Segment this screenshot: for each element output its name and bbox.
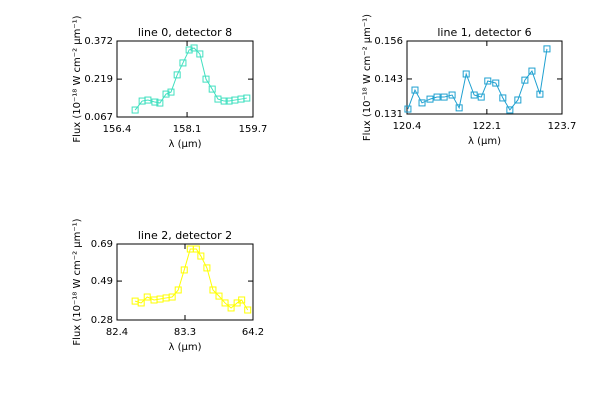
data-point (238, 296, 246, 304)
chart-title: line 0, detector 8 (138, 26, 232, 39)
x-axis-label: λ (μm) (168, 139, 201, 150)
data-point (162, 90, 170, 98)
y-tick-label: 0.372 (84, 36, 113, 47)
data-point (137, 299, 145, 307)
y-tick-label: 0.28 (91, 315, 113, 326)
y-axis-label: Flux (10⁻¹⁸ W cm⁻² μm⁻¹) (72, 15, 83, 142)
data-point (227, 304, 235, 312)
data-point (185, 46, 193, 54)
data-point (192, 245, 200, 253)
data-point (144, 96, 152, 104)
data-point (426, 95, 434, 103)
data-point (462, 70, 470, 78)
data-point (202, 75, 210, 83)
y-axis-label: Flux (10⁻¹⁸ W cm⁻² μm⁻¹) (362, 14, 373, 141)
data-point (418, 99, 426, 107)
data-point (197, 252, 205, 260)
y-tick-label: 0.49 (91, 276, 113, 287)
y-tick-label: 0.131 (374, 109, 403, 120)
data-point (180, 266, 188, 274)
x-tick-label: 156.4 (103, 124, 132, 135)
data-point (221, 299, 229, 307)
x-tick-label: 82.4 (106, 327, 128, 338)
chart-title: line 2, detector 2 (138, 229, 232, 242)
y-axis-label: Flux (10⁻¹⁸ W cm⁻² μm⁻¹) (72, 218, 83, 345)
data-point (167, 88, 175, 96)
x-tick-label: 120.4 (393, 121, 422, 132)
data-point (411, 86, 419, 94)
data-point (208, 85, 216, 93)
data-point (470, 91, 478, 99)
x-axis-label: λ (μm) (468, 136, 501, 147)
data-point (506, 106, 514, 114)
y-tick-label: 0.156 (374, 36, 403, 47)
data-point (209, 286, 217, 294)
y-tick-label: 0.219 (84, 74, 113, 85)
data-point (440, 93, 448, 101)
plot-frame (406, 40, 563, 115)
data-point (179, 59, 187, 67)
data-line (134, 47, 247, 111)
chart-title: line 1, detector 6 (437, 26, 531, 39)
data-point (131, 106, 139, 114)
data-point (404, 105, 412, 113)
data-point (220, 97, 228, 105)
data-point (143, 293, 151, 301)
x-tick-label: 158.1 (173, 124, 202, 135)
data-point (492, 79, 500, 87)
x-axis-label: λ (μm) (168, 342, 201, 353)
data-point (536, 90, 544, 98)
data-point (514, 96, 522, 104)
data-point (528, 67, 536, 75)
data-point (448, 91, 456, 99)
x-tick-label: 159.7 (239, 124, 268, 135)
y-tick-label: 0.143 (374, 74, 403, 85)
data-point (455, 104, 463, 112)
data-point (174, 286, 182, 294)
data-point (243, 94, 251, 102)
y-tick-label: 0.067 (84, 112, 113, 123)
x-tick-label: 64.2 (242, 327, 264, 338)
data-point (433, 93, 441, 101)
data-point (543, 45, 551, 53)
x-tick-label: 83.3 (174, 327, 196, 338)
data-point (173, 71, 181, 79)
data-point (190, 44, 198, 52)
data-point (484, 77, 492, 85)
data-point (196, 50, 204, 58)
data-point (151, 98, 159, 106)
data-point (499, 94, 507, 102)
data-point (215, 292, 223, 300)
data-point (203, 264, 211, 272)
data-point (244, 306, 252, 314)
y-tick-label: 0.69 (91, 239, 113, 250)
data-point (477, 93, 485, 101)
data-point (521, 76, 529, 84)
data-point (156, 99, 164, 107)
x-tick-label: 122.1 (473, 121, 502, 132)
data-point (168, 293, 176, 301)
x-tick-label: 123.7 (548, 121, 577, 132)
